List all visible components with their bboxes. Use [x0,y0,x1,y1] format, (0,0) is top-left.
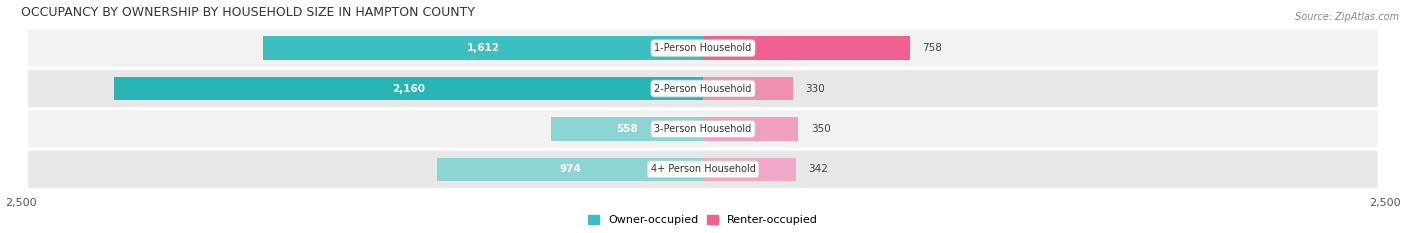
FancyBboxPatch shape [28,151,1378,188]
Bar [114,77,703,100]
Text: 350: 350 [811,124,831,134]
Text: 4+ Person Household: 4+ Person Household [651,164,755,174]
Text: 2,160: 2,160 [392,83,425,93]
Text: 1,612: 1,612 [467,43,499,53]
Text: 558: 558 [616,124,638,134]
Text: 974: 974 [560,164,581,174]
FancyBboxPatch shape [28,110,1378,147]
Bar [703,158,796,181]
Bar [703,77,793,100]
Bar [551,117,703,141]
Text: 3-Person Household: 3-Person Household [654,124,752,134]
Text: 1-Person Household: 1-Person Household [654,43,752,53]
Bar [703,117,799,141]
Text: 342: 342 [808,164,828,174]
FancyBboxPatch shape [28,30,1378,67]
Text: Source: ZipAtlas.com: Source: ZipAtlas.com [1295,12,1399,22]
FancyBboxPatch shape [28,70,1378,107]
Text: 330: 330 [806,83,825,93]
Text: 758: 758 [922,43,942,53]
Bar [437,158,703,181]
Bar [703,36,910,60]
Bar [263,36,703,60]
Text: 2-Person Household: 2-Person Household [654,83,752,93]
Legend: Owner-occupied, Renter-occupied: Owner-occupied, Renter-occupied [588,215,818,225]
Text: OCCUPANCY BY OWNERSHIP BY HOUSEHOLD SIZE IN HAMPTON COUNTY: OCCUPANCY BY OWNERSHIP BY HOUSEHOLD SIZE… [21,6,475,19]
